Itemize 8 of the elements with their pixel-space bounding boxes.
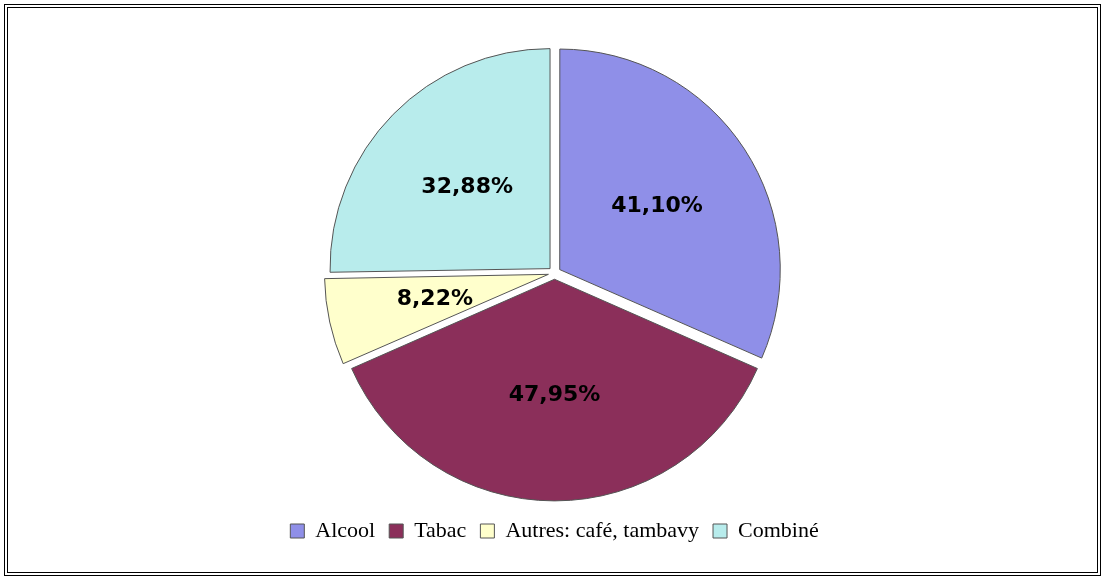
data-label: 8,22%: [396, 284, 473, 310]
data-label: 47,95%: [508, 381, 601, 407]
legend-label: Combiné: [738, 516, 819, 542]
legend-label: Alcool: [315, 516, 376, 542]
data-label: 41,10%: [611, 191, 703, 217]
legend-label: Tabac: [414, 516, 467, 542]
legend-label: Autres: café, tambavy: [505, 516, 700, 542]
data-label: 32,88%: [421, 172, 513, 198]
